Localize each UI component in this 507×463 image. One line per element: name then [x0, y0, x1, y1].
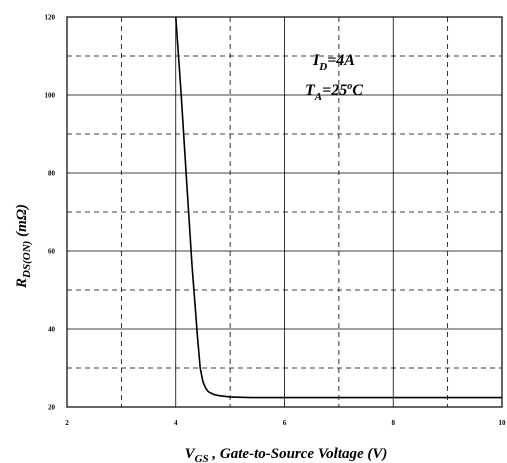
y-tick-label: 80	[48, 170, 56, 178]
x-tick-label: 4	[174, 419, 178, 427]
y-axis-label: RDS(ON) (mΩ)	[14, 204, 33, 289]
y-tick-label: 100	[45, 92, 56, 100]
x-tick-label: 10	[499, 419, 507, 427]
annotation-id: ID=4A	[312, 52, 355, 73]
annotation-ta: TA=25oC	[305, 81, 363, 103]
y-tick-labels: 20 40 60 80 100 120	[45, 14, 56, 412]
y-tick-label: 120	[45, 14, 56, 22]
x-tick-labels: 2 4 6 8 10	[65, 419, 506, 427]
x-tick-label: 6	[283, 419, 287, 427]
x-tick-label: 8	[392, 419, 396, 427]
y-tick-label: 20	[48, 404, 56, 412]
y-tick-label: 60	[48, 248, 56, 256]
data-line	[175, 16, 502, 399]
y-tick-label: 40	[48, 326, 56, 334]
x-tick-label: 2	[65, 419, 69, 427]
x-axis-label: VGS , Gate-to-Source Voltage (V)	[185, 446, 388, 463]
plot-frame	[66, 16, 503, 408]
grid-lines	[67, 17, 502, 407]
